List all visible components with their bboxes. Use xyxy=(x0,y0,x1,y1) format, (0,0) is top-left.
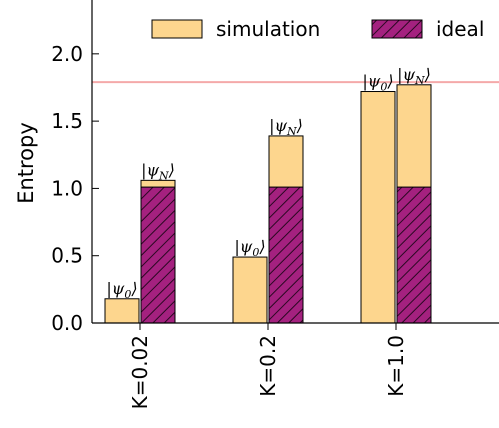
y-axis-title: Entropy xyxy=(14,122,38,204)
bar-ideal-K=0.2-ψN xyxy=(268,186,304,324)
legend-swatch-ideal xyxy=(371,19,423,39)
y-tick-label: 0.5 xyxy=(51,244,83,268)
legend-label-simulation: simulation xyxy=(216,17,320,41)
y-tick-label: 1.5 xyxy=(51,109,83,133)
bar-simulation-K=0.2-ψ0 xyxy=(232,256,268,324)
bar-simulation-K=0.02-ψ0 xyxy=(104,298,140,324)
bar-state-label: |ψN⟩ xyxy=(141,160,175,182)
legend-swatch-simulation xyxy=(151,19,203,39)
y-tick-label: 1.0 xyxy=(51,176,83,200)
bar-simulation-K=0.2-ψN xyxy=(268,135,304,188)
bar-state-label: |ψ0⟩ xyxy=(106,279,137,301)
bar-simulation-K=1.0-ψ0 xyxy=(360,91,396,324)
bar-simulation-K=0.02-ψN xyxy=(140,179,176,188)
bar-state-label: |ψ0⟩ xyxy=(234,237,265,259)
bar-state-label: |ψN⟩ xyxy=(397,65,431,87)
bar-ideal-K=0.02-ψN xyxy=(140,186,176,324)
x-tick-label: K=1.0 xyxy=(384,335,408,397)
bar-ideal-K=1.0-ψN xyxy=(396,186,432,324)
x-tick-label: K=0.2 xyxy=(256,335,280,397)
x-tick-label: K=0.02 xyxy=(128,335,152,409)
legend-label-ideal: ideal xyxy=(436,17,484,41)
bar-simulation-K=1.0-ψN xyxy=(396,84,432,188)
y-tick-label: 0.0 xyxy=(51,311,83,335)
plot-area: |ψ0⟩|ψN⟩K=0.02|ψ0⟩|ψN⟩K=0.2|ψ0⟩ |ψN⟩K=1.0… xyxy=(51,0,499,409)
bar-state-label: |ψN⟩ xyxy=(269,116,303,138)
y-tick-label: 2.0 xyxy=(51,42,83,66)
bar-state-label: |ψ0⟩ xyxy=(362,72,393,94)
